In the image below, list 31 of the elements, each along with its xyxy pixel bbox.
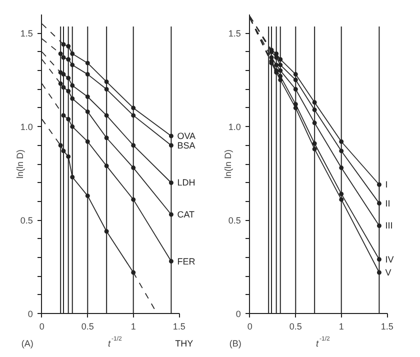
y-tick-label: 1.0 [20, 122, 33, 132]
series-label: BSA [177, 140, 196, 150]
x-tick-label: 0.5 [81, 322, 94, 332]
x-tick-label: 1.5 [172, 322, 186, 332]
y-tick-label: 1.5 [228, 28, 241, 39]
series-label: LDH [177, 178, 196, 188]
y-tick-label: 0.5 [20, 216, 33, 226]
y-axis-title: ln(ln D) [222, 150, 233, 179]
x-tick-label: 1 [130, 322, 136, 332]
x-tick-label: 1 [338, 322, 344, 332]
series-label: OVA [177, 131, 196, 142]
series-label: CAT [177, 210, 196, 220]
x-tick-label: 0 [39, 322, 44, 332]
text: THY [175, 338, 194, 349]
x-tick-label: 0 [247, 322, 252, 332]
series-label: I [385, 180, 388, 190]
x-tick-label: 0.5 [289, 322, 302, 332]
x-tick-label: 1.5 [380, 322, 394, 332]
y-tick-label: 0.5 [228, 216, 241, 226]
text: (A) [21, 338, 34, 349]
y-tick-label: 0 [236, 309, 241, 320]
y-axis-title: ln(ln D) [14, 150, 25, 179]
y-tick-label: 0 [28, 309, 33, 320]
y-tick-label: 1.0 [228, 122, 241, 132]
series-label: II [385, 198, 390, 208]
series-label: III [385, 220, 393, 231]
series-label: FER [177, 256, 196, 266]
y-tick-label: 1.5 [20, 28, 33, 39]
series-label: V [385, 267, 392, 278]
text: (B) [229, 338, 242, 349]
series-label: IV [385, 254, 394, 264]
